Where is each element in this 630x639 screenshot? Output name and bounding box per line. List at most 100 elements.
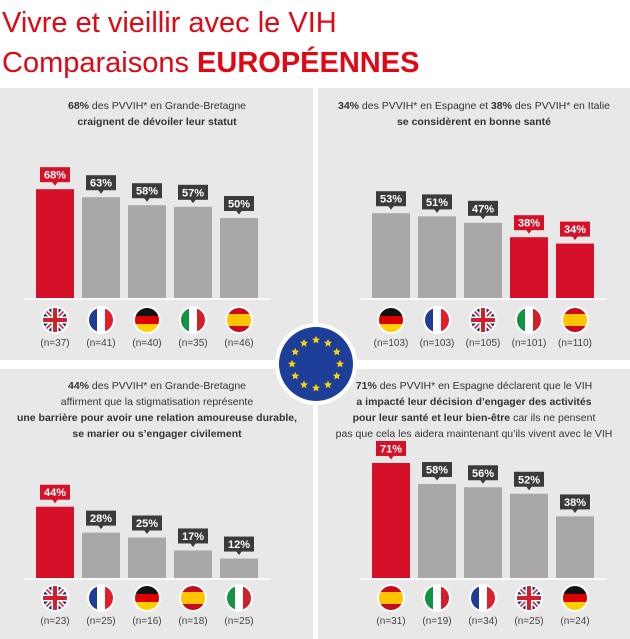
bar [128, 537, 166, 578]
flag-body [563, 308, 587, 332]
flag [133, 584, 161, 612]
flag-part [425, 308, 433, 332]
value-label-box [86, 175, 116, 191]
flag-part [227, 308, 251, 314]
value-label-box [86, 510, 116, 526]
eu-star [336, 359, 344, 368]
value-label: 38% [564, 497, 586, 509]
text-line: 34% des PVVIH* en Espagne et 38% des PVV… [338, 100, 610, 112]
flag-part [105, 586, 113, 610]
eu-star [324, 339, 332, 347]
flag-body [379, 308, 403, 332]
flag-part [563, 594, 587, 602]
eu-star [288, 359, 296, 368]
flag [515, 584, 543, 612]
flag-part [525, 308, 533, 332]
value-label-pointer [52, 499, 58, 504]
flag [225, 584, 253, 612]
value-label-box [422, 462, 452, 478]
flag-body [43, 308, 67, 332]
bar [372, 213, 410, 298]
text-segment: des PVVIH* en Espagne déclarent que le V… [377, 380, 592, 392]
category-label: (n=25) [514, 616, 543, 627]
category-label: (n=16) [132, 616, 161, 627]
value-label: 52% [518, 474, 540, 486]
text-segment: 38% [491, 100, 513, 112]
text-segment: se marier ou s’engager civilement [72, 428, 242, 440]
category-label: (n=37) [40, 338, 69, 349]
flag-part [487, 586, 495, 610]
value-label-box [224, 196, 254, 211]
value-label: 68% [44, 170, 66, 182]
text-segment: Vivre et vieillir avec le VIH [2, 7, 337, 39]
category-label: (n=46) [224, 338, 253, 349]
flag-body [425, 308, 449, 332]
value-label-pointer [144, 197, 150, 202]
flag-part [441, 308, 449, 332]
flag-part [235, 586, 243, 610]
flag-body [517, 308, 541, 332]
flag-part [135, 308, 159, 316]
value-label: 56% [472, 468, 494, 480]
flag-body [43, 586, 67, 610]
category-label: (n=34) [468, 616, 497, 627]
text-segment: Comparaisons [2, 47, 197, 79]
eu-emblem [275, 323, 357, 405]
flag-part [379, 324, 403, 332]
flag [469, 306, 497, 334]
text-line: pas que cela les aidera maintenant qu’il… [336, 428, 613, 440]
flag-part [379, 586, 403, 592]
text-line: affirment que la stigmatisation représen… [61, 396, 254, 408]
flag-part [227, 586, 235, 610]
flag [87, 306, 115, 334]
value-label-pointer [52, 181, 58, 186]
eu-star [324, 380, 332, 389]
bar [220, 558, 258, 578]
value-label: 58% [136, 186, 158, 198]
flag-body [517, 586, 541, 610]
text-segment: des PVVIH* en Espagne et [359, 100, 491, 112]
value-label: 28% [90, 513, 112, 525]
flag [41, 584, 69, 612]
flag [561, 584, 589, 612]
value-label: 53% [380, 194, 402, 206]
bar [556, 243, 594, 298]
eu-disc [279, 327, 353, 401]
value-label-box [514, 471, 544, 487]
category-label: (n=103) [420, 338, 455, 349]
flag-part [563, 586, 587, 594]
flag-part [135, 586, 159, 594]
flag-part [227, 326, 251, 332]
text-segment: a impacté leur décision d’engager des ac… [356, 396, 591, 408]
flag [561, 306, 589, 334]
category-label: (n=19) [422, 616, 451, 627]
value-label-box [224, 536, 254, 552]
bar [418, 216, 456, 298]
flag-part [135, 316, 159, 324]
flag-part [471, 586, 479, 610]
text-line: craignent de dévoiler leur statut [77, 116, 237, 128]
value-label-box [40, 484, 70, 500]
text-segment: 68% [68, 100, 90, 112]
category-label: (n=23) [40, 616, 69, 627]
value-label-box [178, 184, 208, 200]
value-label-box [514, 215, 544, 231]
value-label-box [468, 200, 498, 216]
flag-part [89, 586, 97, 610]
text-line: Comparaisons EUROPÉENNES [2, 45, 419, 79]
flag-part [181, 592, 205, 604]
value-label-pointer [526, 229, 532, 234]
flag-part [379, 308, 403, 316]
text-segment: EUROPÉENNES [197, 45, 419, 79]
flag [179, 306, 207, 334]
value-label-pointer [98, 525, 104, 530]
flag-part [379, 316, 403, 324]
text-segment: 34% [338, 100, 360, 112]
flag-body [89, 586, 113, 610]
eu-star [300, 339, 308, 347]
flag-part [105, 308, 113, 332]
value-label: 25% [136, 518, 158, 530]
value-label-pointer [98, 189, 104, 194]
text-segment: 44% [68, 380, 90, 392]
category-label: (n=31) [376, 616, 405, 627]
